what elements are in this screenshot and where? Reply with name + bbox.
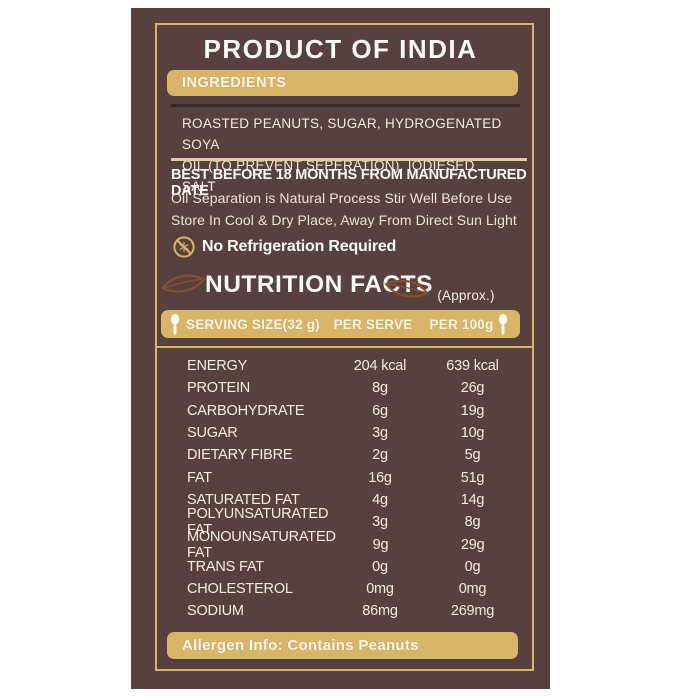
divider-dark [171,104,520,107]
per-100g-value: 29g [460,536,485,553]
per-100g-value: 19g [460,402,485,419]
per-100g-header: PER 100g [429,316,494,332]
nutrient-name: SODIUM [187,603,244,620]
table-row: POLYUNSATURATED FAT 3g 8g [131,506,550,538]
allergen-banner: Allergen Info: Contains Peanuts [167,632,518,659]
per-serve-value: 2g [372,447,388,464]
divider-gold-thin [156,346,533,348]
table-row: PROTEIN 8g 26g [131,377,550,399]
table-row: SUGAR 3g 10g [131,422,550,444]
per-serve-value: 0mg [366,581,394,598]
ingredients-heading: INGREDIENTS [182,75,287,91]
best-before-text: BEST BEFORE 18 MONTHS FROM MANUFACTURED … [171,167,527,199]
per-serve-value: 0g [372,558,388,575]
table-row: TRANS FAT 0g 0g [131,556,550,578]
per-serve-value: 3g [372,425,388,442]
leaf-decoration-left-icon [161,271,207,297]
table-row: CHOLESTEROL 0mg 0mg [131,578,550,600]
per-serve-header: PER SERVE [333,316,413,332]
per-100g-value: 269mg [450,603,495,620]
nutrient-name: CARBOHYDRATE [187,402,305,419]
nutrient-name: ENERGY [187,358,248,375]
page-title: PRODUCT OF INDIA [203,34,478,64]
per-100g-value: 0g [464,558,481,575]
per-100g-value: 51g [460,469,485,486]
table-row: DIETARY FIBRE 2g 5g [131,444,550,466]
approx-note: (Approx.) [437,288,495,303]
table-row: CARBOHYDRATE 6g 19g [131,400,550,422]
ingredients-text: ROASTED PEANUTS, SUGAR, HYDROGENATED SOY… [182,116,502,194]
per-serve-value: 9g [372,536,389,553]
product-label: PRODUCT OF INDIA INGREDIENTS ROASTED PEA… [131,8,550,689]
nutrient-name: TRANS FAT [187,558,264,575]
table-row: MONOUNSATURATED FAT 9g 29g [131,529,550,561]
storage-note-1: Oil Separation is Natural Process Stir W… [171,190,513,206]
ingredients-banner: INGREDIENTS [167,70,518,96]
nutrient-name: MONOUNSATURATED FAT [187,528,336,561]
per-100g-value: 5g [464,447,481,464]
nutrient-name: POLYUNSATURATED FAT [187,506,329,539]
nutrition-table: ENERGY 204 kcal 639 kcal PROTEIN 8g 26g CARBOH… [131,355,550,623]
no-refrigeration-icon [172,235,196,259]
nutrient-name: FAT [187,469,212,486]
per-100g-value: 0mg [458,581,487,598]
per-serve-value: 86mg [362,603,398,620]
spoon-icon [170,313,180,335]
per-serve-value: 6g [372,402,388,419]
table-row: ENERGY 204 kcal 639 kcal [131,355,550,377]
table-row: SODIUM 86mg 269mg [131,600,550,622]
nutrient-name: PROTEIN [187,380,251,397]
per-serve-value: 8g [372,380,388,397]
per-serve-value: 204 kcal [353,358,407,375]
nutrient-name: DIETARY FIBRE [187,447,293,464]
per-serve-value: 16g [368,469,392,486]
no-refrigeration-row: No Refrigeration Required [172,235,396,259]
nutrient-name: SATURATED FAT [187,491,300,508]
per-100g-value: 639 kcal [446,358,499,375]
table-row: FAT 16g 51g [131,466,550,488]
storage-note-2: Store In Cool & Dry Place, Away From Dir… [171,212,517,228]
table-row: SATURATED FAT 4g 14g [131,489,550,511]
per-100g-value: 8g [464,514,481,531]
per-100g-value: 14g [460,491,485,508]
nutrient-name: SUGAR [187,425,238,442]
nutrient-name: CHOLESTEROL [187,581,293,598]
divider-gold [171,158,527,161]
spoon-icon [498,313,508,335]
per-serve-value: 3g [372,514,388,531]
per-serve-value: 4g [372,491,388,508]
serving-size-header: SERVING SIZE(32 g) [186,316,320,332]
per-100g-value: 26g [460,380,485,397]
per-100g-value: 10g [460,425,485,442]
allergen-text: Allergen Info: Contains Peanuts [182,637,419,654]
serving-size-banner: SERVING SIZE(32 g) PER SERVE PER 100g [161,310,520,338]
no-refrigeration-label: No Refrigeration Required [202,238,397,255]
leaf-decoration-right-icon [383,276,429,302]
